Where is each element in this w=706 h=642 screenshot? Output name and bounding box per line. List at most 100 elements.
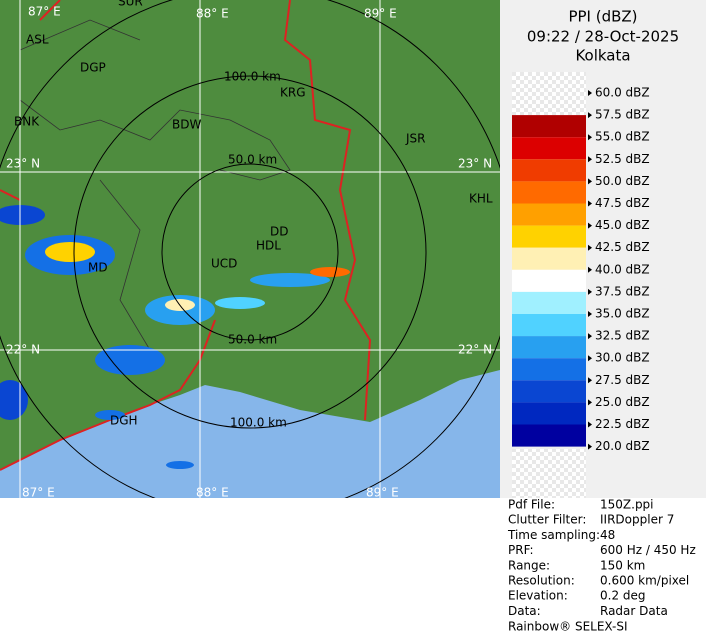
grid-label: 87° E — [28, 5, 61, 19]
info-value: IIRDoppler 7 — [600, 513, 674, 527]
legend-swatch — [512, 203, 586, 226]
info-key: Resolution: — [508, 574, 575, 588]
legend: 60.0 dBZ 57.5 dBZ 55.0 dBZ 52.5 dBZ 50.0 dBZ… — [512, 86, 650, 453]
info-value: 0.2 deg — [600, 589, 646, 603]
legend-arrow — [588, 178, 592, 185]
legend-arrow — [588, 333, 592, 340]
info-key: Elevation: — [508, 589, 568, 603]
info: Pdf File: 150Z.ppi Clutter Filter: IIRDoppl… — [507, 498, 696, 618]
info-key: Pdf File: — [508, 498, 555, 512]
info-value: 150Z.ppi — [600, 498, 654, 512]
city-label: SUR — [118, 0, 143, 9]
legend-label: 55.0 dBZ — [595, 130, 650, 144]
city-label: KRG — [280, 86, 306, 100]
legend-arrow — [588, 421, 592, 428]
city-label: DGH — [110, 414, 138, 428]
legend-arrow — [588, 156, 592, 163]
legend-arrow — [588, 266, 592, 273]
legend-label: 37.5 dBZ — [595, 284, 650, 298]
grid-label: 23° N — [458, 157, 492, 171]
legend-label: 22.5 dBZ — [595, 417, 650, 431]
grid-label: 22° N — [458, 343, 492, 357]
city-label: KHL — [469, 192, 493, 206]
info-value: Radar Data — [600, 604, 668, 618]
legend-arrow — [588, 222, 592, 229]
info-key: Clutter Filter: — [508, 513, 586, 527]
city-label: BDW — [172, 118, 201, 132]
legend-swatch — [512, 336, 586, 359]
legend-swatch — [512, 137, 586, 160]
legend-swatch — [512, 358, 586, 381]
grid-label: 23° N — [6, 157, 40, 171]
range-label: 100.0 km — [230, 416, 287, 430]
station: Kolkata — [575, 47, 630, 65]
legend-swatch — [512, 181, 586, 204]
legend-swatch — [512, 314, 586, 337]
city-label: JSR — [405, 132, 426, 146]
legend-label: 45.0 dBZ — [595, 218, 650, 232]
city-label: BNK — [14, 115, 40, 129]
legend-arrow — [588, 112, 592, 119]
echoes — [0, 205, 350, 469]
district-lines — [19, 19, 291, 351]
legend-swatch — [512, 159, 586, 182]
legend-label: 47.5 dBZ — [595, 196, 650, 210]
grid-label: 89° E — [364, 7, 397, 21]
legend-label: 42.5 dBZ — [595, 240, 650, 254]
legend-arrow — [588, 90, 592, 96]
legend-label: 57.5 dBZ — [595, 108, 650, 122]
legend-label: 52.5 dBZ — [595, 152, 650, 166]
grid-label: 88° E — [196, 486, 229, 500]
legend-overflow — [512, 72, 586, 115]
info-key: Time sampling: — [507, 528, 600, 542]
city-label: MD — [88, 261, 108, 275]
city-label: DD — [270, 225, 288, 239]
border — [0, 0, 372, 471]
footer: Rainbow® SELEX-SI — [508, 620, 628, 634]
info-value: 0.600 km/pixel — [600, 574, 689, 588]
legend-arrow — [588, 200, 592, 207]
legend-label: 50.0 dBZ — [595, 174, 650, 188]
legend-arrow — [588, 355, 592, 362]
info-key: Data: — [508, 604, 541, 618]
legend-swatch — [512, 380, 586, 403]
grid-label: 88° E — [196, 7, 229, 21]
legend-label: 25.0 dBZ — [595, 395, 650, 409]
city-label: UCD — [211, 257, 237, 271]
range-label: 100.0 km — [224, 70, 281, 84]
legend-arrow — [588, 134, 592, 141]
graticule — [0, 0, 500, 498]
grid-label: 89° E — [366, 486, 399, 500]
city-label: ASL — [26, 33, 49, 47]
legend-swatch — [512, 225, 586, 248]
grid-label: 22° N — [6, 343, 40, 357]
legend-swatch — [512, 291, 586, 314]
range-label: 50.0 km — [228, 333, 277, 347]
sea — [0, 370, 500, 498]
legend-arrow — [588, 288, 592, 295]
info-value: 150 km — [600, 558, 645, 572]
legend-arrow — [588, 244, 592, 251]
legend-label: 32.5 dBZ — [595, 329, 650, 343]
city-label: DGP — [80, 61, 106, 75]
info-value: 600 Hz / 450 Hz — [600, 543, 696, 557]
legend-label: 60.0 dBZ — [595, 86, 650, 100]
legend-arrow — [588, 399, 592, 406]
city-label: HDL — [256, 239, 281, 253]
legend-label: 30.0 dBZ — [595, 351, 650, 365]
timestamp: 09:22 / 28-Oct-2025 — [527, 28, 679, 46]
legend-label: 20.0 dBZ — [595, 439, 650, 453]
legend-arrow — [588, 377, 592, 384]
legend-swatch — [512, 247, 586, 270]
legend-swatch — [512, 115, 586, 138]
legend-swatch — [512, 402, 586, 425]
legend-arrow — [588, 443, 592, 450]
legend-swatch — [512, 269, 586, 292]
legend-label: 40.0 dBZ — [595, 262, 650, 276]
map: 87° E 88° E 89° E 23° N 23° N 22° N 22° … — [0, 0, 500, 500]
grid-label: 87° E — [22, 486, 55, 500]
legend-arrow — [588, 311, 592, 317]
info-key: Range: — [508, 558, 550, 572]
product-title: PPI (dBZ) — [568, 8, 637, 26]
